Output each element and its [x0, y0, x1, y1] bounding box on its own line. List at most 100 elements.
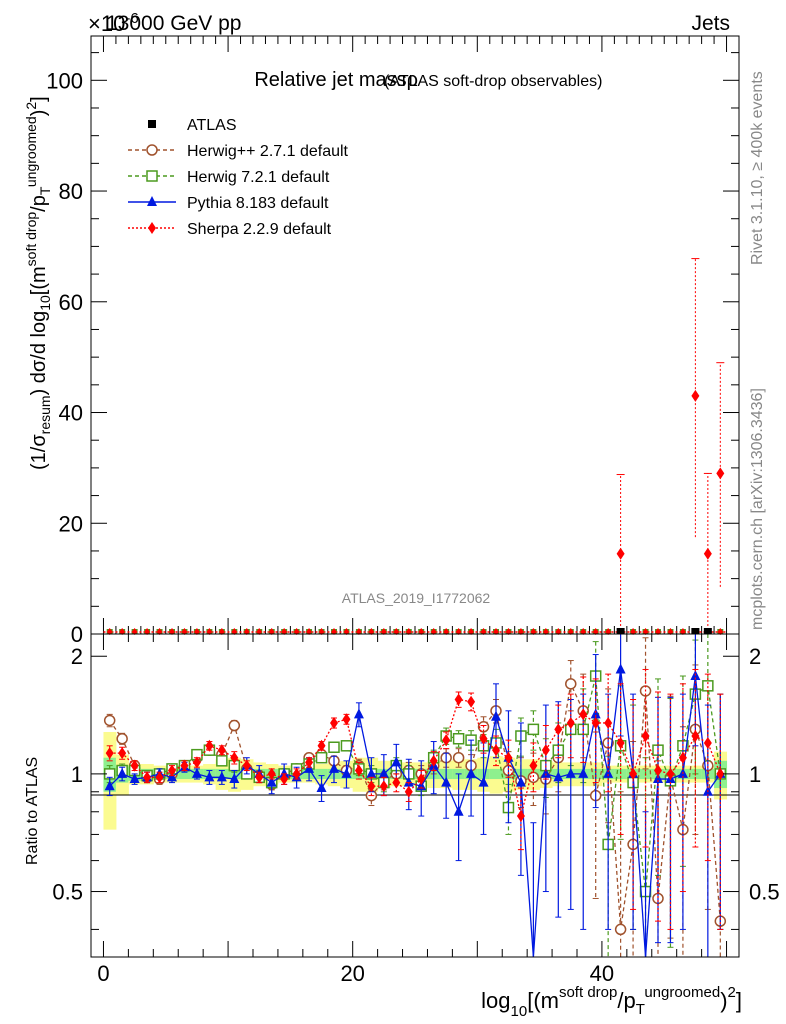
x-axis-label: log10[(msoft drop/pTungroomed)2] [481, 984, 742, 1020]
legend-marker [148, 120, 156, 128]
ratio-point-sherpa [703, 736, 712, 749]
ratio-point-sherpa [280, 773, 289, 786]
ratio-y-label: Ratio to ATLAS [24, 757, 41, 865]
ratio-point-sherpa [654, 764, 662, 777]
ratio-point-sherpa [467, 695, 476, 708]
ratio-point-herwig7 [452, 733, 465, 745]
ratio-point-herwigpp [103, 714, 116, 727]
main-point-sherpa [517, 628, 524, 635]
main-point-sherpa [616, 547, 625, 560]
ratio-point-herwig7 [315, 751, 328, 764]
chart-title: Relative jet massρ [254, 69, 418, 91]
main-point-sherpa [717, 628, 724, 635]
ratio-point-pythia [266, 776, 277, 787]
band-inner [178, 768, 192, 780]
ratio-point-sherpa [454, 693, 463, 706]
main-point-sherpa [703, 547, 712, 560]
ratio-point-sherpa [217, 744, 226, 757]
analysis-watermark: ATLAS_2019_I1772062 [342, 590, 491, 606]
legend-marker [146, 170, 158, 182]
main-point-sherpa [156, 628, 163, 635]
ratio-point-pythia [653, 773, 663, 784]
main-point-sherpa [231, 628, 238, 635]
y-tick-label: 80 [59, 179, 83, 204]
main-point-sherpa [193, 628, 200, 635]
main-point-sherpa [281, 628, 288, 635]
ratio-point-sherpa [492, 744, 500, 757]
ratio-point-sherpa [678, 751, 687, 764]
main-point-sherpa [605, 628, 612, 635]
ratio-point-pythia [191, 767, 202, 778]
main-point-sherpa [206, 628, 213, 635]
y-tick-label: 100 [46, 68, 83, 93]
ratio-point-sherpa [267, 767, 276, 780]
ratio-point-sherpa [442, 734, 451, 747]
y-tick-label: 60 [59, 290, 83, 315]
ratio-point-pythia [129, 773, 140, 784]
ratio-point-sherpa [404, 785, 413, 798]
ratio-point-pythia [478, 776, 489, 787]
ratio-point-herwigpp [565, 678, 577, 690]
ratio-point-herwig7 [340, 740, 353, 752]
ratio-point-herwig7 [328, 741, 340, 753]
ratio-point-pythia [216, 771, 227, 782]
ratio-point-sherpa [716, 767, 725, 780]
ratio-point-pythia [316, 782, 327, 793]
ratio-point-pythia [117, 767, 128, 778]
main-point-sherpa [343, 628, 350, 635]
ratio-point-sherpa [566, 716, 575, 729]
main-point-sherpa [542, 628, 549, 635]
ratio-point-sherpa [155, 771, 164, 784]
main-panel: 0 20 40 60 80 100 Relative jet massρ (ATLAS s… [46, 35, 740, 647]
legend-label: ATLAS [187, 117, 237, 134]
ratio-point-herwigpp [116, 733, 128, 745]
ratio-point-pythia [279, 767, 290, 778]
ratio-point-sherpa [130, 759, 139, 772]
main-point-sherpa [580, 628, 587, 635]
main-point-sherpa [380, 628, 387, 635]
main-point-sherpa [505, 628, 512, 635]
ratio-point-sherpa [367, 780, 376, 793]
ratio-line-pythia [109, 669, 721, 958]
ratio-tick-label-left: 1 [71, 762, 83, 787]
main-point-sherpa [642, 628, 649, 635]
band-inner [489, 768, 503, 780]
main-point-sherpa [393, 628, 400, 635]
ratio-point-sherpa [317, 739, 326, 752]
main-point-sherpa [355, 628, 362, 635]
ratio-point-pythia [565, 767, 576, 778]
main-point-atlas [691, 628, 700, 634]
main-point-sherpa [468, 628, 475, 635]
main-point-sherpa [268, 628, 275, 635]
ratio-point-sherpa [392, 776, 401, 789]
ratio-point-pythia [104, 780, 115, 791]
ratio-point-herwig7 [216, 755, 228, 767]
ratio-point-sherpa [230, 751, 239, 764]
ratio-tick-label-right: 2 [749, 644, 761, 669]
legend-marker [146, 144, 158, 156]
ratio-point-sherpa [143, 771, 152, 784]
x-tick-label: 20 [340, 961, 364, 986]
ratio-point-sherpa [205, 739, 214, 752]
main-point-sherpa [256, 628, 263, 635]
main-point-sherpa [331, 628, 337, 635]
ratio-tick-label-left: 0.5 [52, 880, 83, 905]
ratio-point-herwig7 [527, 723, 540, 736]
ratio-point-sherpa [516, 810, 525, 823]
legend-label: Sherpa 2.2.9 default [187, 221, 332, 238]
ratio-point-sherpa [255, 771, 264, 784]
legend-label: Herwig++ 2.7.1 default [187, 143, 349, 160]
main-point-sherpa [306, 628, 313, 635]
ratio-point-sherpa [666, 767, 675, 780]
ratio-point-herwigpp [452, 751, 465, 764]
ratio-point-pythia [341, 767, 352, 778]
main-point-sherpa [243, 628, 250, 635]
header-energy: 13000 GeV pp [106, 12, 241, 35]
main-point-sherpa [293, 628, 300, 635]
main-point-sherpa [318, 628, 325, 635]
main-point-sherpa [430, 628, 437, 635]
chart-subtitle: (ATLAS soft-drop observables) [384, 73, 602, 90]
x-tick-label: 0 [97, 961, 109, 986]
legend-marker [148, 222, 156, 234]
